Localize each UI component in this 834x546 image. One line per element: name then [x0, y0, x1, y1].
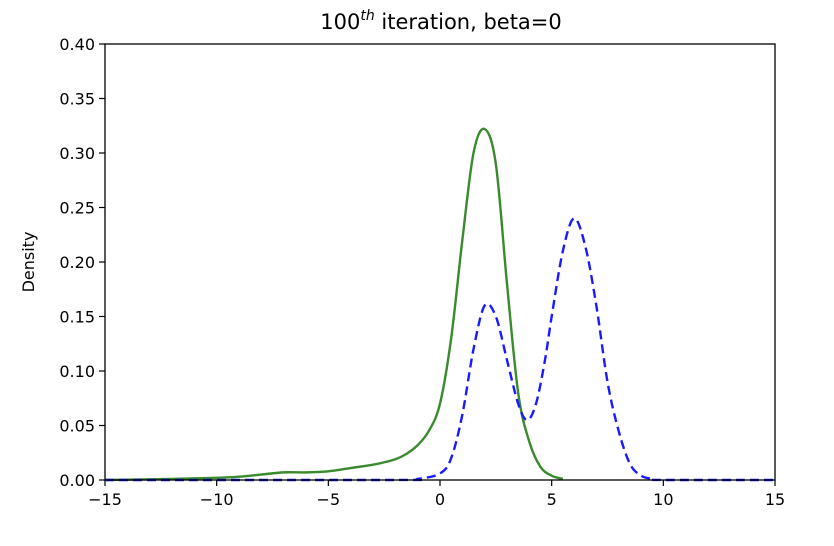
y-tick-label: 0.25	[59, 199, 95, 218]
x-axis-ticks: −15 −10 −5 0 5 10 15	[88, 480, 785, 509]
plot-frame	[104, 43, 776, 481]
solid-density-line	[104, 127, 564, 482]
title-superscript: th	[360, 8, 374, 24]
y-tick-label: 0.30	[59, 144, 95, 163]
title-prefix: 100	[320, 10, 360, 34]
y-tick-label: 0.35	[59, 90, 95, 109]
x-tick-label: 0	[435, 490, 445, 509]
x-tick-label: 5	[547, 490, 557, 509]
y-tick-label: 0.20	[59, 253, 95, 272]
series-layer	[104, 127, 775, 482]
x-tick-label: −15	[88, 490, 122, 509]
y-tick-label: 0.00	[59, 471, 95, 490]
y-tick-label: 0.05	[59, 417, 95, 436]
y-tick-label: 0.15	[59, 308, 95, 327]
y-tick-label: 0.40	[59, 35, 95, 54]
x-tick-label: 10	[653, 490, 673, 509]
x-tick-label: 15	[765, 490, 785, 509]
y-axis-label: Density	[19, 232, 38, 293]
y-tick-label: 0.10	[59, 362, 95, 381]
x-tick-label: −10	[200, 490, 234, 509]
chart-title: 100th iteration, beta=0	[320, 8, 562, 34]
y-axis-ticks: 0.00 0.05 0.10 0.15 0.20 0.25 0.30 0.35 0.40	[59, 35, 105, 490]
x-tick-label: −5	[317, 490, 341, 509]
dashed-density-line	[105, 217, 775, 482]
title-suffix: iteration, beta=0	[375, 10, 562, 34]
